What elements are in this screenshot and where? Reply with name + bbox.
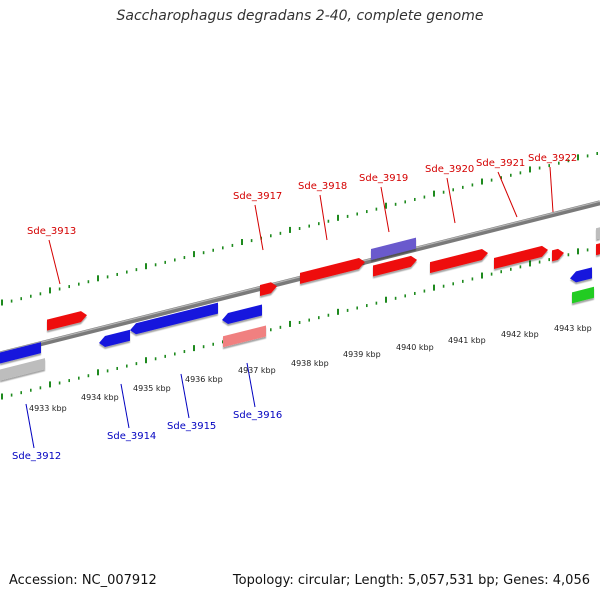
gene-arrow-gray-left (0, 358, 45, 381)
scale-tick-label: 4942 kbp (501, 330, 539, 339)
scale-tick-label: 4939 kbp (343, 350, 381, 359)
genome-stats: Topology: circular; Length: 5,057,531 bp… (232, 573, 590, 588)
scale-tick-label: 4940 kbp (396, 343, 434, 352)
scale-tick-label: 4943 kbp (554, 324, 592, 333)
gene-label-plus[interactable]: Sde_3919 (359, 173, 408, 184)
leader-line (319, 194, 328, 241)
leader-line (254, 204, 264, 251)
gene-labels: 4933 kbp 4934 kbp 4935 kbp 4936 kbp 4937 kbp… (12, 153, 592, 462)
leader-line (380, 186, 390, 233)
gene-arrow-sde-3921 (494, 245, 548, 270)
gene-label-plus[interactable]: Sde_3917 (233, 191, 282, 202)
gene-arrow-sde-3922 (552, 248, 564, 262)
label-leaders (25, 166, 554, 449)
scale-tick-label: 4933 kbp (29, 404, 67, 413)
gene-arrow-sde-3912 (0, 342, 41, 364)
leader-line (497, 171, 518, 218)
scale-tick-label: 4934 kbp (81, 393, 119, 402)
scale-tick-label: 4938 kbp (291, 359, 329, 368)
gene-arrow-gray-edge (596, 227, 600, 240)
scale-tick-label: 4941 kbp (448, 336, 486, 345)
gene-arrow-sde-3919b (373, 255, 417, 277)
gene-arrow-pink (223, 325, 266, 348)
scale-tick-label: 4936 kbp (185, 375, 223, 384)
gene-arrow-plus-edge (596, 243, 600, 256)
leader-line (25, 403, 35, 449)
map-title: Saccharophagus degradans 2-40, complete … (116, 8, 484, 24)
scale-tick-label: 4937 kbp (238, 366, 276, 375)
gene-label-plus[interactable]: Sde_3913 (27, 226, 76, 237)
gene-label-minus[interactable]: Sde_3914 (107, 431, 156, 442)
accession-label: Accession: NC_007912 (9, 573, 157, 588)
gene-arrow-sde-3920 (430, 249, 488, 274)
leader-line (120, 383, 130, 429)
gene-arrow-sde-3917 (260, 282, 277, 296)
gene-label-minus[interactable]: Sde_3915 (167, 421, 216, 432)
leader-line (48, 239, 61, 285)
gene-arrow-green-edge (572, 286, 594, 304)
leader-line (446, 177, 456, 224)
gene-label-plus[interactable]: Sde_3922 (528, 153, 577, 164)
gene-arrow-sde-3916 (222, 304, 262, 325)
gene-arrow-sde-3919 (371, 237, 416, 261)
leader-line (549, 166, 554, 213)
scale-tick-label: 4935 kbp (133, 384, 171, 393)
gene-label-minus[interactable]: Sde_3912 (12, 451, 61, 462)
gene-arrow-sde-3918 (300, 258, 365, 284)
gene-label-plus[interactable]: Sde_3918 (298, 181, 347, 192)
gene-arrow-sde-3914 (99, 329, 130, 348)
gene-arrow-minus-edge (570, 267, 592, 283)
gene-arrow-sde-3915 (130, 302, 218, 335)
leader-line (180, 373, 190, 419)
gene-label-plus[interactable]: Sde_3921 (476, 158, 525, 169)
leader-line (246, 362, 256, 408)
gene-label-minus[interactable]: Sde_3916 (233, 410, 282, 421)
gene-arrow-sde-3913 (47, 311, 87, 331)
gene-label-plus[interactable]: Sde_3920 (425, 164, 474, 175)
gene-features (0, 227, 600, 381)
